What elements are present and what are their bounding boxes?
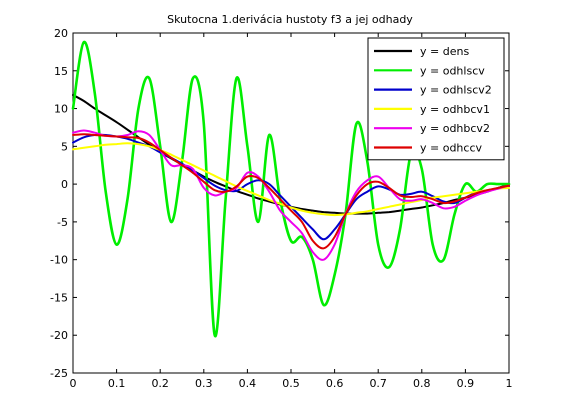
x-tick-label: 0.7 (369, 377, 387, 390)
legend-label: y = odhbcv1 (420, 103, 490, 116)
y-tick-label: 10 (54, 103, 68, 116)
x-tick-label: 0.8 (413, 377, 431, 390)
series-line-y-odhbcv2 (72, 129, 510, 261)
x-tick-label: 0.6 (326, 377, 344, 390)
series-line-y-odhlscv (71, 40, 511, 338)
legend-label: y = dens (420, 45, 469, 58)
y-tick-label: 5 (61, 140, 68, 153)
legend: y = dens y = odhlscv y = odhlscv2 y = odhbc… (367, 37, 505, 161)
x-tick-label: 0.5 (282, 377, 300, 390)
legend-label: y = odhccv (420, 142, 482, 155)
series-layer (71, 40, 511, 338)
y-tick-label: 20 (54, 27, 68, 40)
x-tick-label: 0.9 (457, 377, 475, 390)
y-tick-label: -20 (50, 329, 68, 342)
y-tick-label: -5 (57, 216, 68, 229)
legend-label: y = odhlscv2 (420, 84, 492, 97)
x-tick-label: 0 (70, 377, 77, 390)
chart-title: Skutocna 1.derivácia hustoty f3 a jej od… (167, 13, 413, 26)
y-tick-label: 15 (54, 65, 68, 78)
x-tick-label: 0.1 (108, 377, 126, 390)
legend-box (367, 37, 505, 161)
x-tick-label: 0.2 (151, 377, 169, 390)
y-tick-label: 0 (61, 178, 68, 191)
y-tick-label: -15 (50, 291, 68, 304)
legend-label: y = odhbcv2 (420, 122, 490, 135)
y-tick-label: -10 (50, 254, 68, 267)
y-tick-label: -25 (50, 367, 68, 380)
x-tick-label: 0.4 (239, 377, 257, 390)
series-line-y-odhccv (72, 133, 510, 250)
x-tick-label: 0.3 (195, 377, 213, 390)
axes: 0 0.1 0.2 0.3 0.4 0.5 0.6 0.7 0.8 0.9 1 20 15 10 5 0 -5 -… (50, 27, 512, 390)
legend-label: y = odhlscv (420, 64, 485, 77)
x-tick-label: 1 (506, 377, 513, 390)
series-line-y-odhbcv1 (72, 142, 510, 217)
